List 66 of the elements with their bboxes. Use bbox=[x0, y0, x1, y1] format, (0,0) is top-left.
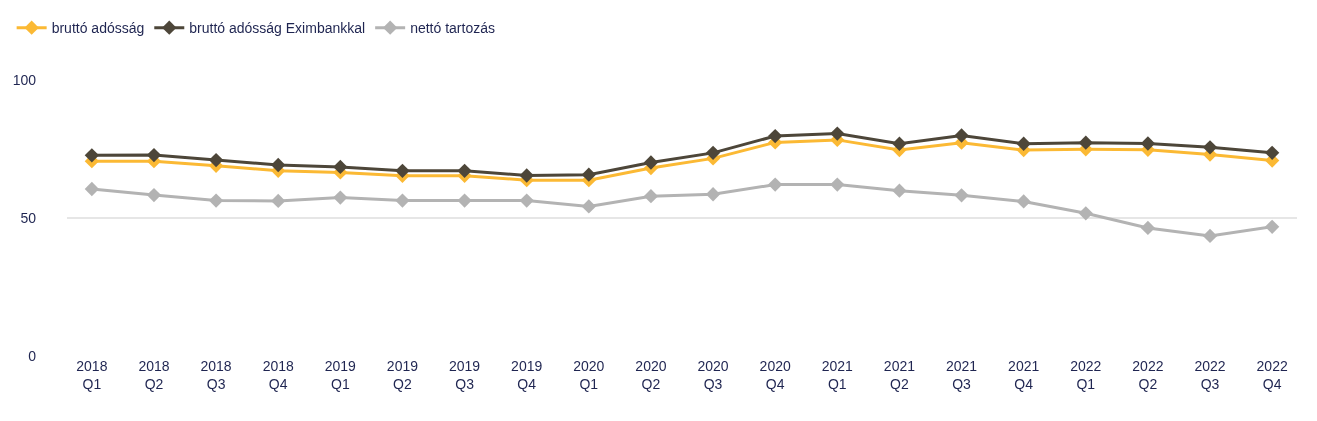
legend-label: nettó tartozás bbox=[410, 20, 495, 37]
point bbox=[643, 155, 659, 170]
point bbox=[519, 168, 534, 183]
x-tick-label: 2019 Q2 bbox=[386, 358, 419, 393]
point bbox=[1202, 140, 1218, 155]
point bbox=[581, 167, 596, 182]
point bbox=[1016, 194, 1031, 209]
legend-label: bruttó adósság bbox=[51, 20, 145, 37]
x-tick-label: 2021 Q3 bbox=[945, 358, 978, 393]
point bbox=[1265, 219, 1280, 234]
point bbox=[892, 183, 907, 198]
point bbox=[146, 147, 162, 163]
point bbox=[457, 193, 472, 208]
x-tick-label: 2019 Q1 bbox=[324, 358, 357, 393]
x-tick-label: 2022 Q1 bbox=[1070, 358, 1102, 393]
point bbox=[84, 148, 99, 163]
x-tick-label: 2020 Q4 bbox=[759, 358, 791, 393]
x-tick-label: 2022 Q3 bbox=[1194, 358, 1226, 393]
point bbox=[519, 193, 534, 208]
x-tick-label: 2018 Q2 bbox=[138, 358, 170, 393]
point bbox=[1078, 135, 1093, 150]
point bbox=[457, 163, 472, 178]
point bbox=[1078, 206, 1093, 221]
x-tick-label: 2022 Q4 bbox=[1256, 358, 1288, 393]
point bbox=[768, 177, 783, 192]
point bbox=[1265, 145, 1280, 161]
x-tick-label: 2018 Q4 bbox=[262, 358, 294, 393]
legend-label: bruttó adósság Eximbankkal bbox=[189, 20, 366, 37]
point bbox=[395, 193, 410, 208]
point bbox=[208, 152, 224, 168]
x-tick-label: 2022 Q2 bbox=[1132, 358, 1164, 393]
x-tick-label: 2018 Q3 bbox=[200, 358, 232, 393]
x-tick-label: 2020 Q2 bbox=[635, 358, 667, 393]
point bbox=[1140, 136, 1156, 151]
point bbox=[830, 177, 845, 192]
point bbox=[84, 181, 99, 197]
x-tick-label: 2019 Q4 bbox=[511, 358, 543, 393]
y-tick-label: 100 bbox=[12, 71, 37, 88]
x-tick-label: 2019 Q3 bbox=[449, 358, 481, 393]
point bbox=[830, 126, 845, 141]
point bbox=[768, 128, 783, 144]
point bbox=[954, 188, 969, 203]
point bbox=[1202, 228, 1218, 244]
x-tick-label: 2021 Q1 bbox=[821, 358, 854, 393]
point bbox=[892, 136, 907, 151]
point bbox=[146, 187, 162, 203]
x-tick-label: 2018 Q1 bbox=[76, 358, 108, 393]
point bbox=[333, 159, 348, 175]
x-tick-label: 2020 Q1 bbox=[573, 358, 605, 393]
point bbox=[395, 163, 410, 178]
point bbox=[643, 189, 659, 204]
point bbox=[271, 193, 286, 209]
point bbox=[1016, 136, 1031, 151]
y-tick-label: 0 bbox=[28, 347, 37, 364]
x-tick-label: 2021 Q4 bbox=[1008, 358, 1040, 393]
point bbox=[581, 199, 596, 214]
x-tick-label: 2021 Q2 bbox=[883, 358, 916, 393]
point bbox=[333, 190, 348, 205]
y-tick-label: 50 bbox=[20, 209, 37, 226]
point bbox=[705, 145, 721, 161]
x-tick-label: 2020 Q3 bbox=[697, 358, 729, 393]
point bbox=[271, 157, 286, 173]
point bbox=[954, 128, 969, 143]
point bbox=[705, 187, 721, 202]
point bbox=[1140, 220, 1156, 236]
point bbox=[208, 193, 224, 208]
